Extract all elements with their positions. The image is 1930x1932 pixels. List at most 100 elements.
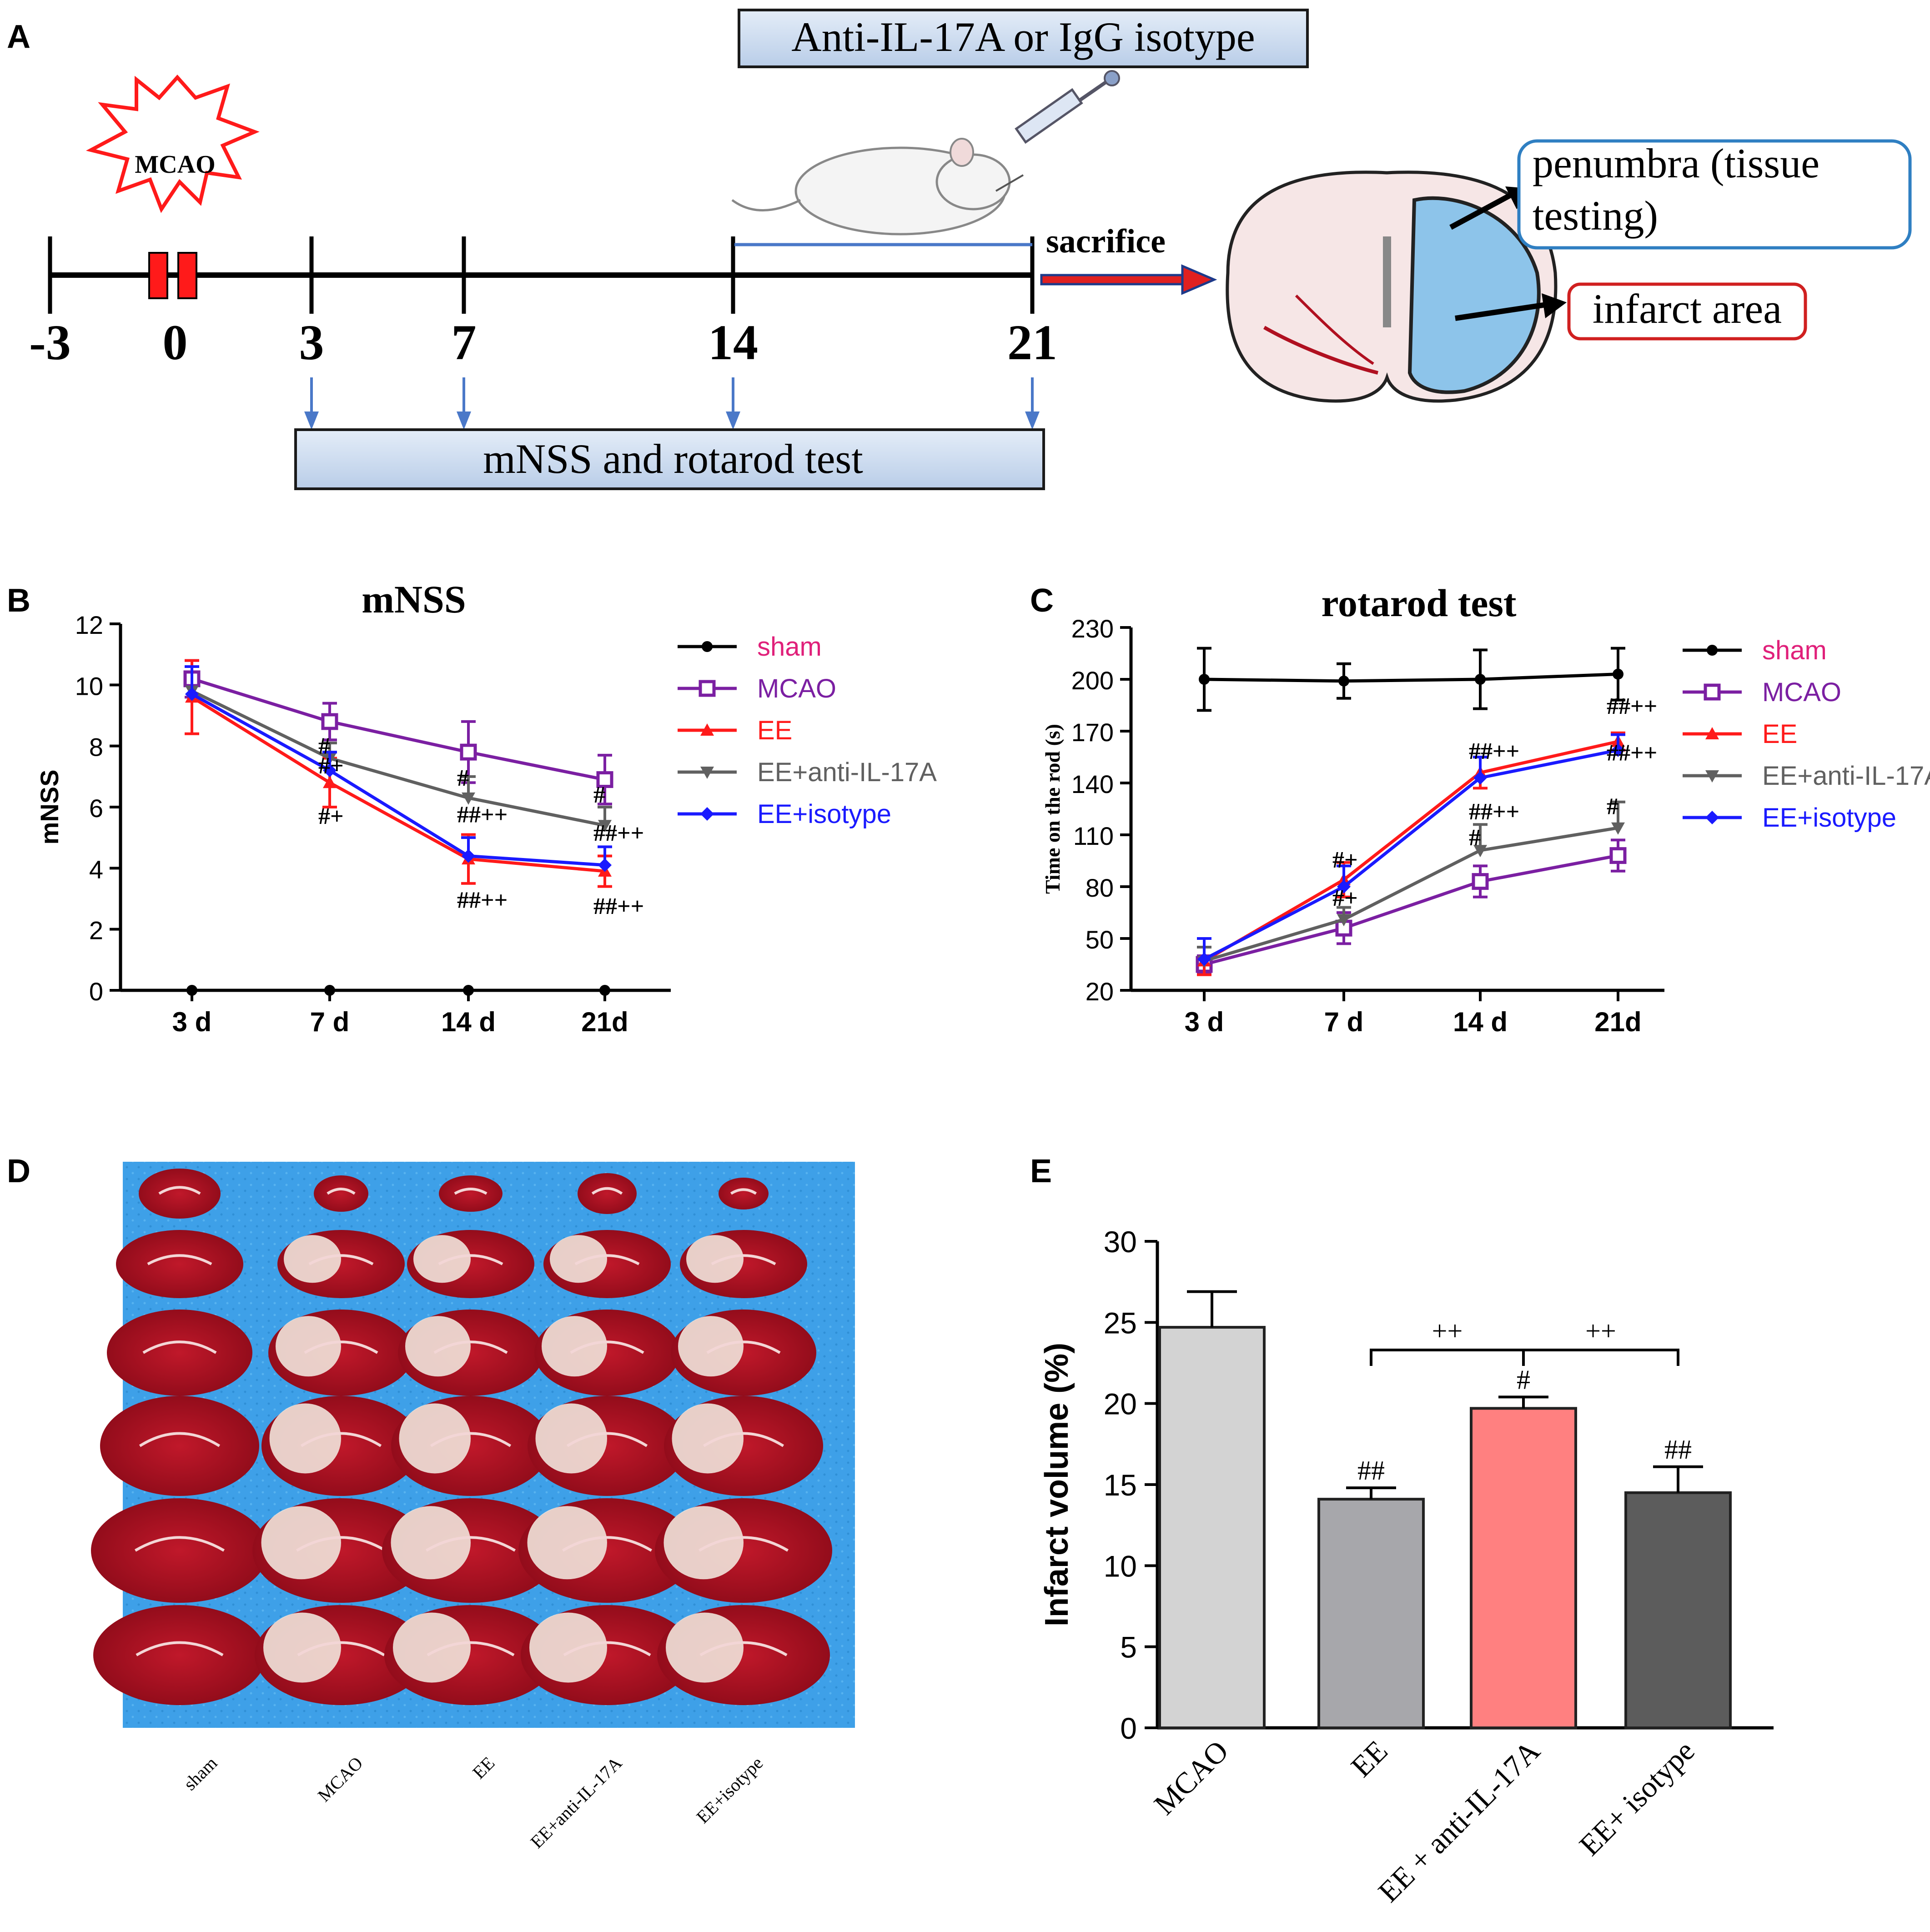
mcao-marker-right — [177, 252, 197, 299]
tissue-photo-labels: sham MCAO EE EE+anti-IL-17A EE+isotype — [180, 1752, 767, 1852]
photo-column-label: MCAO — [314, 1753, 367, 1806]
y-axis-label: Time on the rod (s) — [1041, 724, 1064, 894]
legend-marker-anti — [1705, 770, 1719, 783]
x-tick-label: MCAO — [1148, 1734, 1235, 1822]
series-line-sham — [1204, 672, 1618, 683]
brain-slice — [314, 1175, 368, 1212]
infarct-region — [393, 1612, 471, 1683]
x-tick-label: EE+ isotype — [1573, 1734, 1701, 1862]
slice-white-matter — [433, 1340, 508, 1354]
slice-white-matter — [297, 1641, 385, 1656]
infarct-region — [399, 1403, 471, 1474]
test-box — [294, 428, 1045, 490]
brain-slice — [384, 1605, 557, 1705]
series-anti — [185, 665, 612, 833]
mcao-burst-icon — [85, 74, 260, 213]
data-point-anti — [1473, 845, 1487, 858]
timeline-ticks: -3 0 3 7 14 21 — [29, 236, 1057, 370]
significance-bracket — [1370, 1348, 1525, 1366]
slice-white-matter — [142, 1340, 217, 1354]
slice-white-matter — [139, 1432, 221, 1447]
x-tick-label: 3 d — [172, 1007, 212, 1037]
bracket-label: ++ — [1432, 1316, 1463, 1346]
data-point-sham — [599, 985, 610, 996]
y-tick-label: 20 — [1086, 977, 1114, 1006]
data-point-iso — [323, 763, 337, 778]
legend-label-sham: sham — [757, 632, 822, 662]
legend-label-iso: EE+isotype — [1762, 803, 1896, 833]
infarct-box — [1567, 282, 1807, 341]
brain-slice — [664, 1396, 823, 1496]
infarct-region — [261, 1506, 341, 1580]
brain-slice-tissue — [439, 1175, 503, 1212]
significance-annotation: ##++ — [1469, 799, 1519, 825]
data-point-iso — [1337, 880, 1351, 893]
slice-white-matter — [327, 1188, 356, 1195]
legend-label-ee: EE — [757, 716, 792, 745]
bar-significance: # — [1517, 1365, 1530, 1395]
bar — [1317, 1498, 1425, 1730]
significance-annotation: ##++ — [593, 893, 644, 919]
mcao-burst-text: MCAO — [135, 151, 215, 179]
sacrifice-text: sacrifice — [1046, 223, 1166, 260]
slice-white-matter — [730, 1188, 757, 1195]
legend-marker-ee — [700, 723, 714, 736]
chart-title: rotarod test — [1321, 581, 1516, 625]
photo-column-label: EE+anti-IL-17A — [526, 1752, 626, 1852]
data-point-sham — [463, 985, 474, 996]
slice-white-matter — [134, 1536, 225, 1552]
data-point-ee — [323, 776, 337, 788]
series-ee — [1197, 731, 1625, 976]
y-tick-label: 200 — [1071, 666, 1114, 695]
timeline-tick-label: 7 — [452, 315, 477, 370]
y-tick-label: 10 — [1104, 1549, 1137, 1583]
slice-white-matter — [711, 1254, 776, 1265]
brain-slice — [139, 1169, 221, 1219]
panel-e-label: E — [1030, 1153, 1052, 1189]
infarct-pointer-head — [1542, 293, 1567, 318]
y-tick-label: 5 — [1120, 1631, 1137, 1664]
y-tick-label: 10 — [75, 672, 103, 700]
significance-annotation: # — [457, 765, 469, 791]
y-axis-label: Infarct volume (%) — [1039, 1343, 1075, 1626]
infarct-region — [527, 1506, 607, 1580]
brain-slice — [578, 1173, 637, 1214]
significance-annotation: #+ — [318, 803, 344, 829]
slice-white-matter — [158, 1186, 201, 1195]
legend-marker-mcao — [699, 680, 716, 697]
infarct-pointer — [1455, 302, 1547, 321]
infarct-region — [672, 1403, 744, 1474]
legend-marker-sham — [1707, 645, 1718, 656]
series-anti — [1197, 800, 1625, 968]
legend-label-iso: EE+isotype — [757, 799, 891, 829]
data-point-iso — [462, 849, 475, 863]
significance-annotation: ##++ — [1607, 740, 1657, 766]
brain-slice — [93, 1605, 266, 1705]
data-point-anti — [598, 820, 612, 833]
infarct-region — [263, 1612, 341, 1683]
data-point-iso — [185, 687, 199, 701]
brain-slice — [680, 1230, 807, 1298]
panel-c: C rotarod test 20 50 80 110 140 170 200 230 3 d 7 … — [1030, 581, 1930, 1037]
brain-slice — [655, 1498, 832, 1603]
infarct-region — [678, 1316, 744, 1377]
mcao-marker-left — [148, 252, 168, 299]
y-tick-label: 110 — [1073, 822, 1114, 850]
slice-white-matter — [703, 1432, 784, 1447]
brain-slice — [719, 1178, 769, 1209]
infarct-region — [535, 1403, 607, 1474]
data-point-anti — [462, 792, 475, 805]
y-tick-label: 140 — [1071, 770, 1114, 798]
brain-slice — [391, 1396, 550, 1496]
brain-slice — [671, 1310, 816, 1396]
panel-a-label: A — [7, 19, 30, 55]
slice-white-matter — [570, 1340, 644, 1354]
x-tick-label: 14 d — [1453, 1007, 1508, 1037]
bar — [1624, 1491, 1732, 1729]
test-day-arrow-head — [726, 411, 740, 430]
legend-marker-sham — [702, 641, 713, 652]
slice-white-matter — [563, 1641, 651, 1656]
legend-marker-mcao — [1704, 683, 1721, 701]
penumbra-pointer — [1449, 193, 1511, 230]
